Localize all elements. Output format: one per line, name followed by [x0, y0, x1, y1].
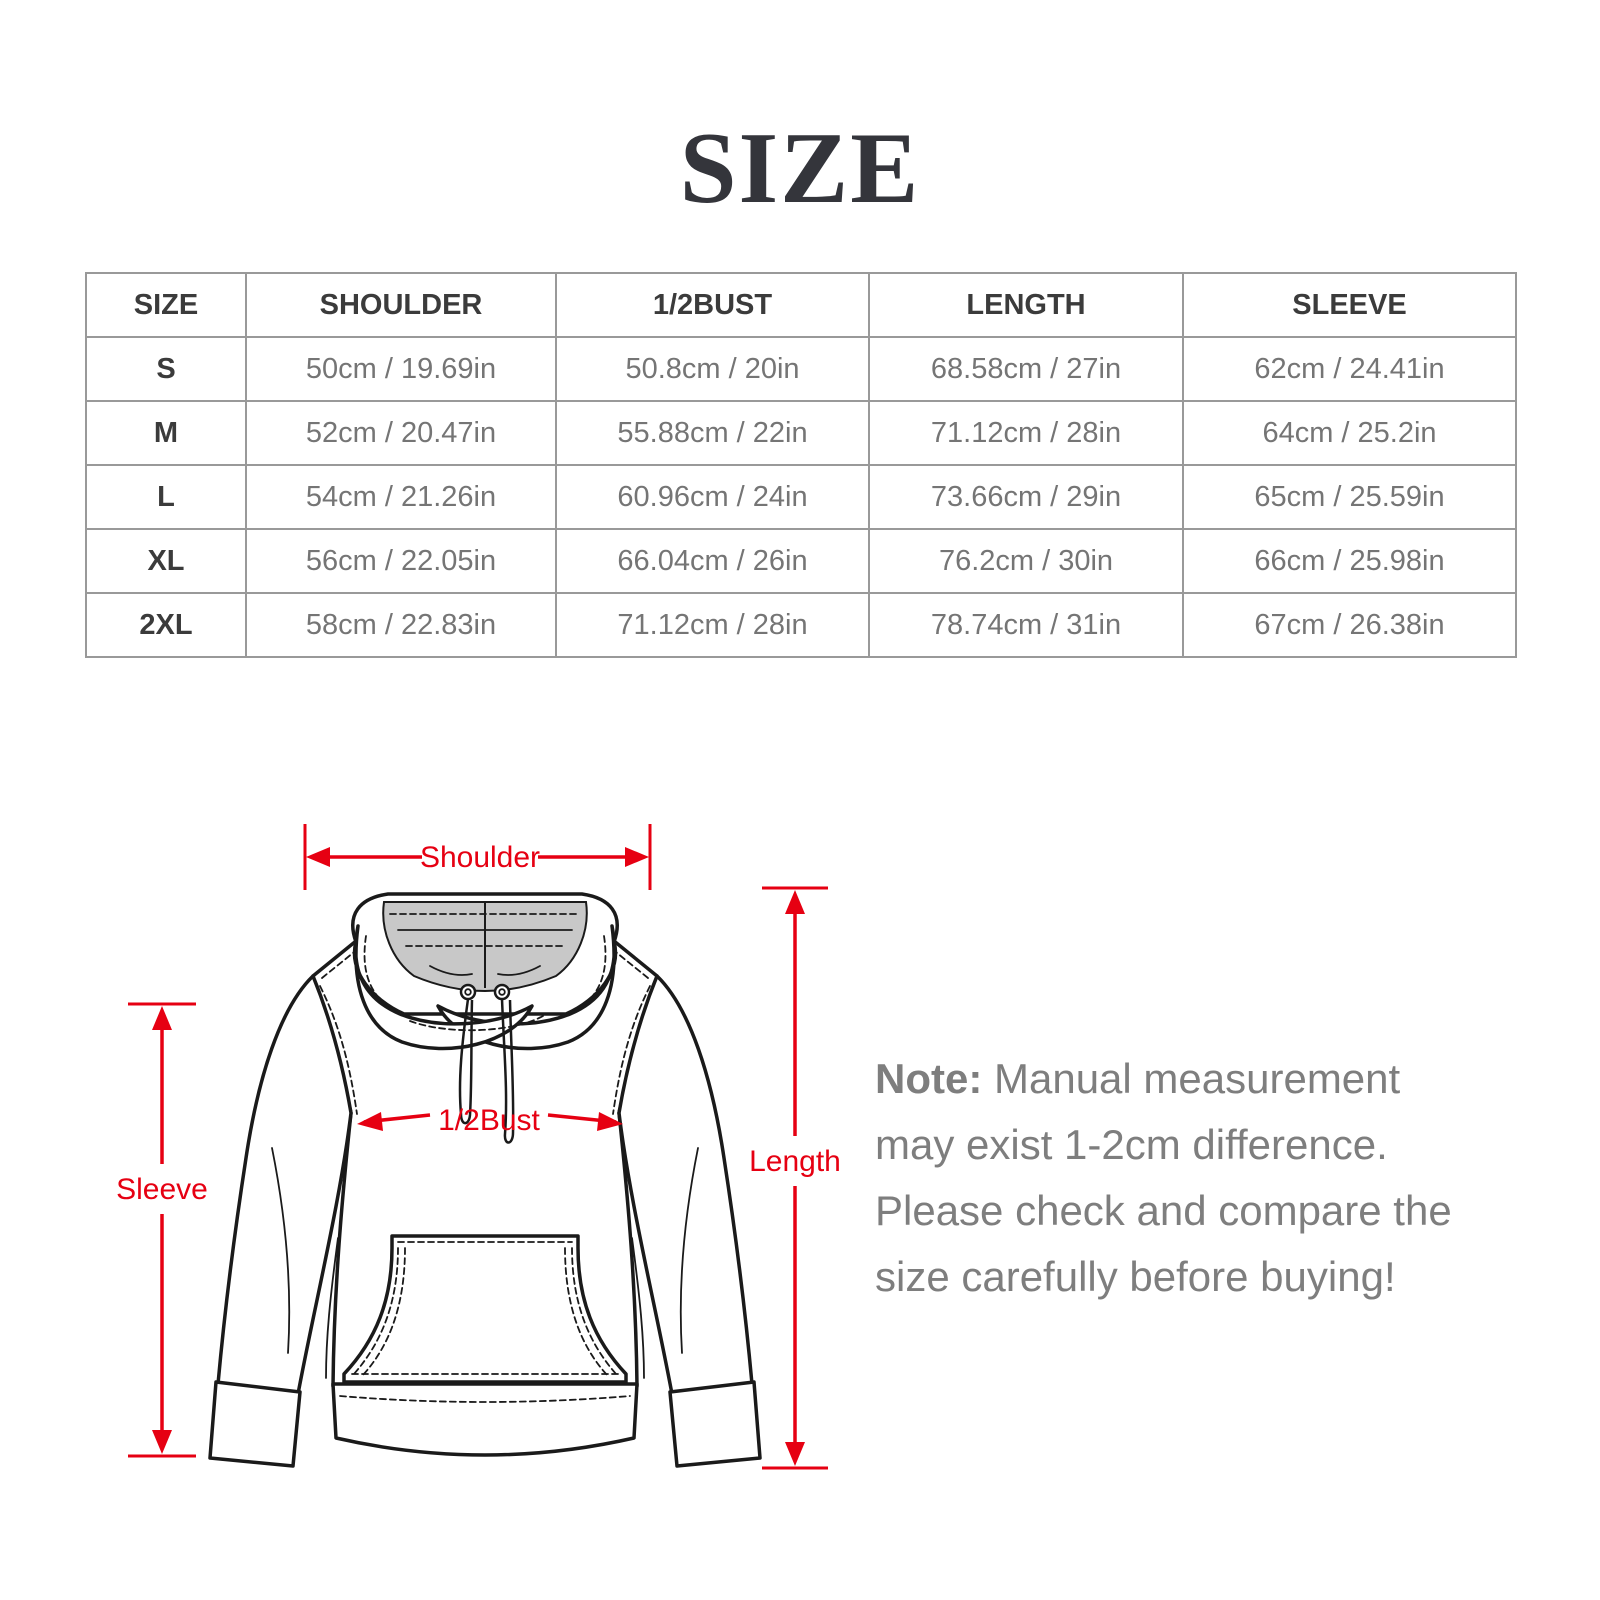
table-row: S 50cm / 19.69in 50.8cm / 20in 68.58cm /… — [85, 336, 1517, 402]
sleeve-measure-arrow: Sleeve — [116, 1002, 208, 1458]
table-row: L 54cm / 21.26in 60.96cm / 24in 73.66cm … — [85, 464, 1517, 530]
shoulder-cell: 50cm / 19.69in — [245, 336, 557, 402]
right-cuff — [668, 1380, 762, 1468]
col-header-size: SIZE — [85, 272, 247, 338]
halfbust-cell: 55.88cm / 22in — [555, 400, 870, 466]
page-title: SIZE — [679, 112, 921, 225]
halfbust-cell: 50.8cm / 20in — [555, 336, 870, 402]
note-text: Manual measurement may exist 1-2cm diffe… — [875, 1055, 1452, 1300]
shoulder-measure-arrow: Shoulder — [303, 824, 652, 890]
shoulder-cell: 58cm / 22.83in — [245, 592, 557, 658]
kangaroo-pocket-sketch — [342, 1234, 628, 1384]
left-cuff — [208, 1380, 302, 1468]
size-cell: XL — [85, 528, 247, 594]
length-cell: 71.12cm / 28in — [868, 400, 1184, 466]
hood-sketch — [351, 892, 619, 1144]
size-table: SIZE SHOULDER 1/2BUST LENGTH SLEEVE S 50… — [85, 272, 1517, 658]
shoulder-label: Shoulder — [420, 841, 540, 874]
col-header-shoulder: SHOULDER — [245, 272, 557, 338]
shoulder-cell: 56cm / 22.05in — [245, 528, 557, 594]
sleeve-cell: 66cm / 25.98in — [1182, 528, 1517, 594]
shoulder-cell: 54cm / 21.26in — [245, 464, 557, 530]
col-header-length: LENGTH — [868, 272, 1184, 338]
right-grommet — [493, 983, 511, 1001]
halfbust-cell: 66.04cm / 26in — [555, 528, 870, 594]
hoodie-sleeves-sketch — [208, 974, 762, 1468]
length-cell: 78.74cm / 31in — [868, 592, 1184, 658]
halfbust-cell: 60.96cm / 24in — [555, 464, 870, 530]
left-grommet — [459, 983, 477, 1001]
col-header-halfbust: 1/2BUST — [555, 272, 870, 338]
hem-band-sketch — [331, 1382, 639, 1457]
sleeve-label: Sleeve — [116, 1173, 208, 1206]
length-cell: 68.58cm / 27in — [868, 336, 1184, 402]
length-label: Length — [749, 1145, 840, 1178]
col-header-sleeve: SLEEVE — [1182, 272, 1517, 338]
sleeve-cell: 62cm / 24.41in — [1182, 336, 1517, 402]
halfbust-label: 1/2Bust — [438, 1104, 540, 1137]
halfbust-measure-arrow: 1/2Bust — [357, 1104, 623, 1137]
table-header-row: SIZE SHOULDER 1/2BUST LENGTH SLEEVE — [85, 272, 1517, 338]
table-row: 2XL 58cm / 22.83in 71.12cm / 28in 78.74c… — [85, 592, 1517, 658]
right-drawstring — [500, 998, 515, 1144]
shoulder-cell: 52cm / 20.47in — [245, 400, 557, 466]
note-label: Note: — [875, 1055, 983, 1102]
size-cell: L — [85, 464, 247, 530]
sleeve-cell: 65cm / 25.59in — [1182, 464, 1517, 530]
table-row: XL 56cm / 22.05in 66.04cm / 26in 76.2cm … — [85, 528, 1517, 594]
size-cell: 2XL — [85, 592, 247, 658]
size-cell: M — [85, 400, 247, 466]
length-measure-arrow: Length — [749, 886, 841, 1470]
table-row: M 52cm / 20.47in 55.88cm / 22in 71.12cm … — [85, 400, 1517, 466]
measurement-note: Note: Manual measurement may exist 1-2cm… — [875, 1046, 1487, 1310]
sleeve-cell: 67cm / 26.38in — [1182, 592, 1517, 658]
length-cell: 73.66cm / 29in — [868, 464, 1184, 530]
hoodie-measurement-diagram: Shoulder Sleeve 1/2Bust — [100, 818, 841, 1498]
left-drawstring — [458, 998, 474, 1125]
size-cell: S — [85, 336, 247, 402]
sleeve-cell: 64cm / 25.2in — [1182, 400, 1517, 466]
halfbust-cell: 71.12cm / 28in — [555, 592, 870, 658]
length-cell: 76.2cm / 30in — [868, 528, 1184, 594]
